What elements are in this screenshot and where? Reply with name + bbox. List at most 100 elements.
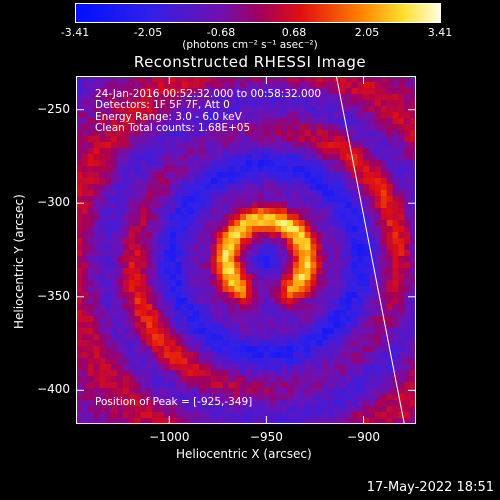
heatmap-cell bbox=[386, 172, 393, 179]
heatmap-cell bbox=[87, 130, 94, 137]
heatmap-cell bbox=[339, 382, 347, 389]
heatmap-cell bbox=[158, 370, 165, 377]
heatmap-cell bbox=[169, 130, 177, 137]
heatmap-cell bbox=[87, 208, 94, 215]
heatmap-cell bbox=[369, 250, 376, 257]
heatmap-cell bbox=[134, 250, 141, 257]
heatmap-cell bbox=[380, 142, 388, 149]
heatmap-cell bbox=[310, 178, 317, 185]
heatmap-cell bbox=[105, 328, 112, 335]
heatmap-cell bbox=[275, 298, 282, 305]
heatmap-cell bbox=[328, 88, 335, 95]
heatmap-cell bbox=[117, 400, 124, 407]
heatmap-cell bbox=[246, 352, 253, 359]
heatmap-cell bbox=[87, 214, 94, 221]
heatmap-cell bbox=[234, 280, 241, 287]
heatmap-cell bbox=[345, 76, 352, 83]
heatmap-cell bbox=[316, 304, 323, 311]
heatmap-cell bbox=[298, 370, 306, 377]
heatmap-cell bbox=[140, 172, 147, 179]
heatmap-cell bbox=[169, 322, 177, 329]
heatmap-cell bbox=[287, 100, 294, 107]
heatmap-cell bbox=[374, 244, 382, 251]
heatmap-cell bbox=[158, 106, 165, 113]
heatmap-cell bbox=[128, 184, 136, 191]
heatmap-cell bbox=[204, 220, 212, 227]
heatmap-cell bbox=[345, 364, 352, 371]
heatmap-cell bbox=[193, 196, 200, 203]
heatmap-cell bbox=[351, 118, 358, 125]
heatmap-cell bbox=[240, 382, 247, 389]
heatmap-cell bbox=[76, 262, 83, 269]
heatmap-cell bbox=[322, 298, 329, 305]
heatmap-cell bbox=[380, 388, 388, 395]
heatmap-cell bbox=[87, 106, 94, 113]
heatmap-cell bbox=[275, 340, 282, 347]
heatmap-cell bbox=[374, 184, 382, 191]
heatmap-cell bbox=[204, 412, 212, 419]
heatmap-cell bbox=[152, 148, 159, 155]
heatmap-cell bbox=[117, 328, 124, 335]
heatmap-cell bbox=[292, 196, 300, 203]
heatmap-cell bbox=[287, 238, 294, 245]
heatmap-cell bbox=[234, 172, 241, 179]
heatmap-cell bbox=[228, 178, 235, 185]
heatmap-cell bbox=[298, 364, 306, 371]
heatmap-cell bbox=[163, 226, 171, 233]
heatmap-cell bbox=[292, 364, 300, 371]
heatmap-cell bbox=[216, 226, 223, 233]
heatmap-cell bbox=[339, 202, 347, 209]
heatmap-cell bbox=[410, 250, 416, 257]
heatmap-cell bbox=[246, 130, 253, 137]
heatmap-cell bbox=[269, 268, 276, 275]
heatmap-cell bbox=[181, 172, 188, 179]
heatmap-cell bbox=[122, 400, 130, 407]
heatmap-cell bbox=[246, 154, 253, 161]
heatmap-cell bbox=[304, 244, 311, 251]
heatmap-cell bbox=[386, 202, 393, 209]
heatmap-cell bbox=[246, 292, 253, 299]
heatmap-cell bbox=[345, 292, 352, 299]
heatmap-cell bbox=[345, 274, 352, 281]
heatmap-cell bbox=[298, 112, 306, 119]
heatmap-cell bbox=[122, 196, 130, 203]
heatmap-cell bbox=[117, 154, 124, 161]
heatmap-cell bbox=[351, 112, 358, 119]
heatmap-cell bbox=[404, 292, 411, 299]
heatmap-cell bbox=[234, 190, 241, 197]
heatmap-cell bbox=[287, 274, 294, 281]
heatmap-cell bbox=[158, 418, 165, 424]
heatmap-cell bbox=[281, 286, 288, 293]
heatmap-cell bbox=[117, 388, 124, 395]
heatmap-cell bbox=[158, 316, 165, 323]
heatmap-cell bbox=[152, 244, 159, 251]
heatmap-cell bbox=[134, 214, 141, 221]
heatmap-cell bbox=[128, 238, 136, 245]
heatmap-cell bbox=[275, 322, 282, 329]
heatmap-cell bbox=[275, 388, 282, 395]
heatmap-cell bbox=[246, 166, 253, 173]
heatmap-cell bbox=[292, 136, 300, 143]
heatmap-cell bbox=[140, 406, 147, 413]
heatmap-cell bbox=[105, 316, 112, 323]
heatmap-cell bbox=[275, 184, 282, 191]
heatmap-cell bbox=[369, 178, 376, 185]
heatmap-cell bbox=[292, 76, 300, 83]
heatmap-cell bbox=[287, 226, 294, 233]
heatmap-cell bbox=[158, 310, 165, 317]
heatmap-cell bbox=[134, 106, 141, 113]
heatmap-cell bbox=[298, 334, 306, 341]
heatmap-cell bbox=[351, 358, 358, 365]
heatmap-cell bbox=[246, 226, 253, 233]
heatmap-cell bbox=[193, 88, 200, 95]
heatmap-cell bbox=[146, 304, 153, 311]
heatmap-cell bbox=[392, 124, 399, 131]
heatmap-cell bbox=[93, 376, 100, 383]
heatmap-cell bbox=[152, 88, 159, 95]
heatmap-cell bbox=[351, 142, 358, 149]
heatmap-cell bbox=[374, 322, 382, 329]
heatmap-cell bbox=[316, 298, 323, 305]
heatmap-cell bbox=[111, 124, 118, 131]
heatmap-cell bbox=[169, 268, 177, 275]
heatmap-cell bbox=[122, 154, 130, 161]
